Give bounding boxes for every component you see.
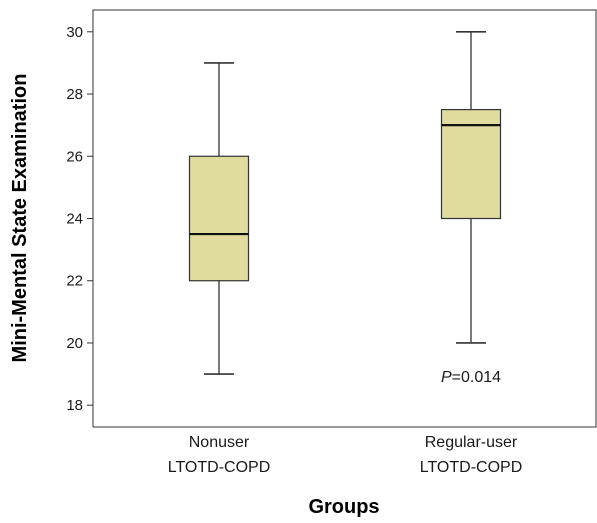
y-axis-title: Mini-Mental State Examination <box>9 74 31 363</box>
y-tick-label: 20 <box>66 335 83 352</box>
y-tick-label: 30 <box>66 24 83 41</box>
y-tick-label: 26 <box>66 148 83 165</box>
x-category-label: Nonuser <box>189 434 250 451</box>
x-category-label: Regular-user <box>425 434 518 451</box>
x-category-label: LTOTD-COPD <box>168 459 271 476</box>
y-tick-label: 22 <box>66 273 83 290</box>
x-category-label: LTOTD-COPD <box>420 459 523 476</box>
y-tick-label: 28 <box>66 86 83 103</box>
plot-frame <box>92 9 597 428</box>
p-value-annotation: P=0.014 <box>441 369 501 386</box>
box-iqr <box>440 108 502 220</box>
box-iqr <box>188 155 250 282</box>
y-tick-label: 24 <box>66 211 83 228</box>
y-tick-label: 18 <box>66 397 83 414</box>
x-axis-title: Groups <box>308 496 379 518</box>
